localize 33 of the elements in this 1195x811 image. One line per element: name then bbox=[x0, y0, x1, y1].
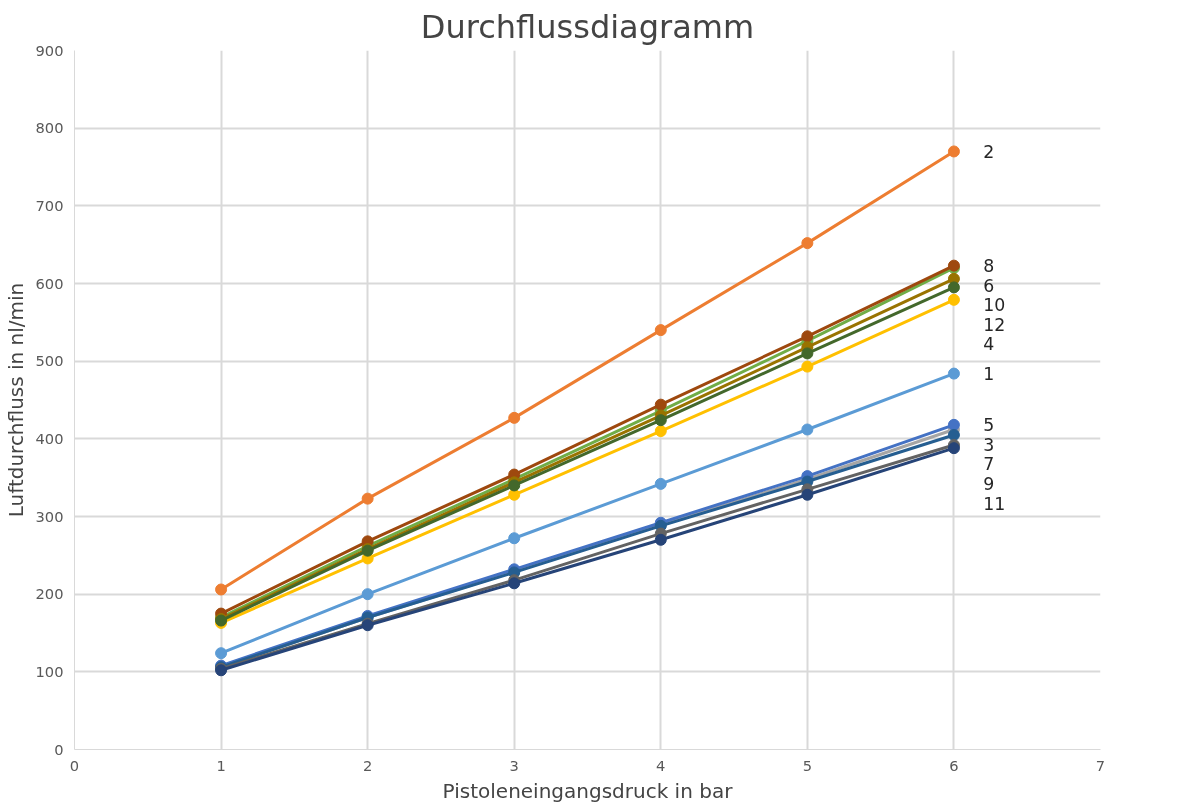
y-axis-title: Luftdurchfluss in nl/min bbox=[3, 282, 28, 518]
series-label: 8 bbox=[983, 256, 995, 277]
text: 4 bbox=[983, 334, 995, 355]
y-tick-label: 100 bbox=[35, 662, 64, 680]
x-tick-label: 3 bbox=[509, 756, 519, 774]
y-tick-label: 200 bbox=[35, 585, 64, 603]
series-label: 5 bbox=[983, 415, 995, 436]
series-label: 6 bbox=[983, 275, 995, 296]
series-label: 3 bbox=[983, 434, 995, 455]
x-axis-title: Pistoleneingangsdruck in bar bbox=[442, 778, 734, 803]
series-label: 7 bbox=[983, 454, 995, 475]
x-tick-label: 4 bbox=[656, 756, 666, 774]
y-tick-label: 0 bbox=[54, 740, 64, 758]
series-label: 2 bbox=[983, 141, 995, 162]
x-tick-label: 7 bbox=[1095, 756, 1106, 774]
x-tick-label: 0 bbox=[69, 756, 80, 774]
x-tick-label: 6 bbox=[949, 756, 959, 774]
y-tick-label: 600 bbox=[35, 274, 64, 292]
x-tick-label: 1 bbox=[216, 756, 226, 774]
series-label: 10 bbox=[983, 295, 1006, 316]
y-tick-label: 800 bbox=[35, 119, 64, 137]
y-tick-label: 500 bbox=[35, 352, 64, 370]
x-tick-label: 2 bbox=[362, 756, 373, 774]
x-tick-label: 5 bbox=[802, 756, 813, 774]
y-tick-label: 900 bbox=[35, 41, 64, 59]
text: 11 bbox=[983, 493, 1006, 514]
text: 9 bbox=[983, 474, 995, 495]
text: 12 bbox=[983, 314, 1006, 335]
series-label: 1 bbox=[983, 364, 995, 385]
y-tick-label: 400 bbox=[35, 429, 64, 447]
chart-title: Durchflussdiagramm bbox=[420, 7, 755, 46]
y-tick-label: 700 bbox=[35, 196, 64, 214]
y-tick-label: 300 bbox=[35, 507, 64, 525]
